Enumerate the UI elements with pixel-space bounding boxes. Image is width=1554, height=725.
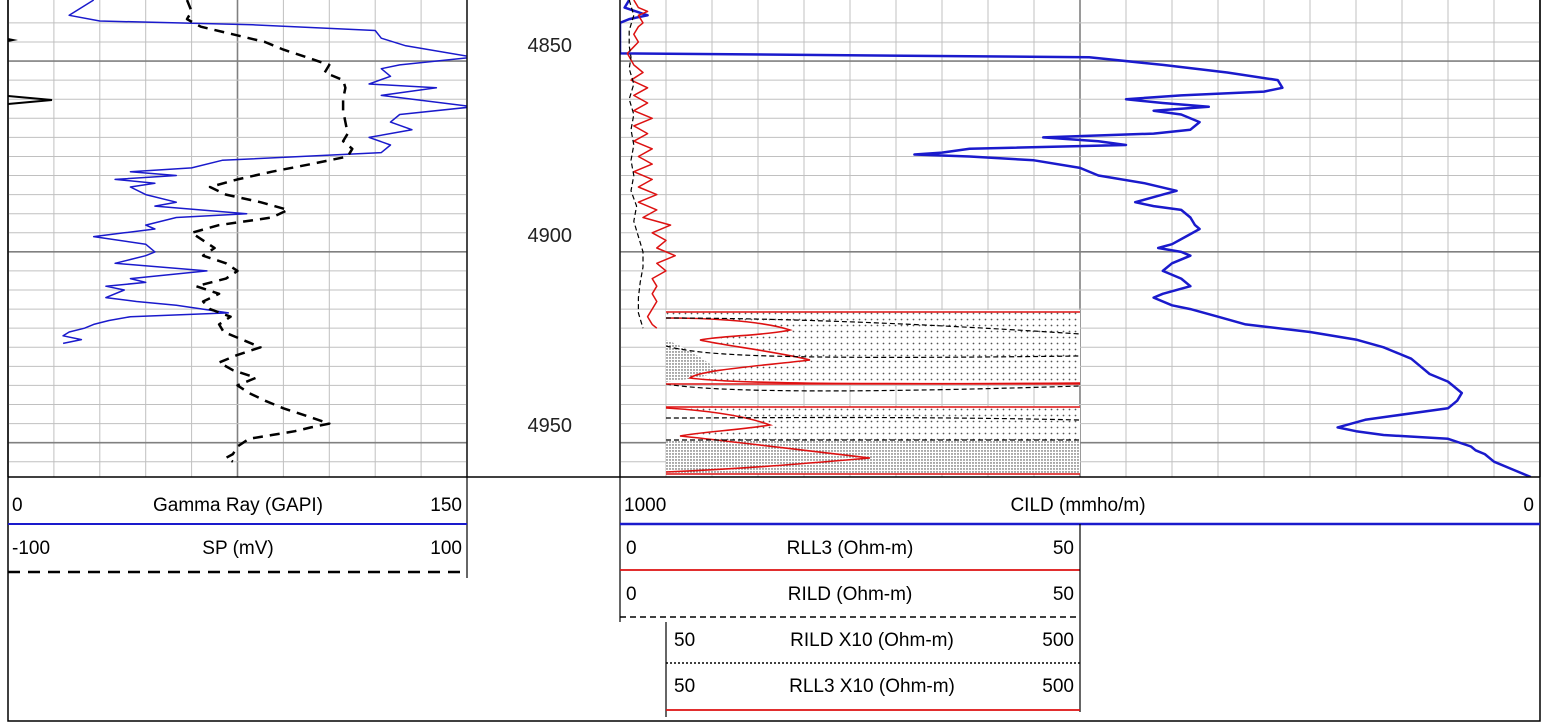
resistivity-shading [666, 310, 1080, 475]
rll3-max: 50 [1053, 538, 1074, 559]
left-edge-mark-2 [7, 95, 53, 105]
cild-min: 1000 [624, 495, 666, 516]
depth-axis: 4850 4900 4950 [528, 35, 573, 437]
legend-gamma-ray: 0 Gamma Ray (GAPI) 150 [8, 495, 467, 525]
rll3-curve [626, 0, 676, 329]
rll3-x10-label: RLL3 X10 (Ohm-m) [789, 676, 955, 697]
gamma-max: 150 [430, 495, 462, 516]
rild-x10-fill-upper [666, 340, 720, 382]
rll3-min: 0 [626, 538, 637, 559]
rild-x10-min: 50 [674, 630, 695, 651]
depth-label-4900: 4900 [528, 225, 573, 247]
rild-label: RILD (Ohm-m) [788, 584, 913, 605]
left-track-grid [7, 0, 468, 477]
sp-curve [185, 0, 354, 463]
cild-label: CILD (mmho/m) [1010, 495, 1145, 516]
rild-x10-curve-lower [666, 416, 1080, 441]
depth-label-4850: 4850 [528, 35, 573, 57]
rll3-label: RLL3 (Ohm-m) [787, 538, 914, 559]
legend-sp: -100 SP (mV) 100 [8, 538, 467, 574]
rild-max: 50 [1053, 584, 1074, 605]
rild-x10-max: 500 [1042, 630, 1074, 651]
cild-max: 0 [1523, 495, 1534, 516]
sp-min: -100 [12, 538, 50, 559]
legend-rll3: 0 RLL3 (Ohm-m) 50 [620, 538, 1080, 571]
rll3-x10-max: 500 [1042, 676, 1074, 697]
rild-x10-label: RILD X10 (Ohm-m) [790, 630, 954, 651]
legend-cild: 1000 CILD (mmho/m) 0 [620, 495, 1540, 526]
legend-rll3-x10: 50 RLL3 X10 (Ohm-m) 500 [666, 676, 1080, 711]
outer-frame [7, 0, 1541, 722]
rll3-x10-curve [666, 317, 1080, 385]
right-track-curves [620, 0, 1532, 477]
gamma-label: Gamma Ray (GAPI) [153, 495, 323, 516]
sp-max: 100 [430, 538, 462, 559]
rild-curve [628, 0, 644, 329]
rild-min: 0 [626, 584, 637, 605]
legend-rild: 0 RILD (Ohm-m) 50 [620, 584, 1080, 618]
rild-x10-curve [666, 317, 1080, 392]
rll3-x10-min: 50 [674, 676, 695, 697]
cild-curve [620, 0, 1532, 477]
right-track-grid [619, 0, 1541, 477]
sp-label: SP (mV) [202, 538, 273, 559]
left-track-curves [62, 0, 467, 463]
gamma-ray-curve [62, 0, 467, 345]
gamma-min: 0 [12, 495, 23, 516]
legend-rild-x10: 50 RILD X10 (Ohm-m) 500 [666, 630, 1080, 664]
left-edge-mark-1 [8, 38, 18, 42]
depth-label-4950: 4950 [528, 415, 573, 437]
rll3-x10-curve-lower [666, 407, 871, 473]
